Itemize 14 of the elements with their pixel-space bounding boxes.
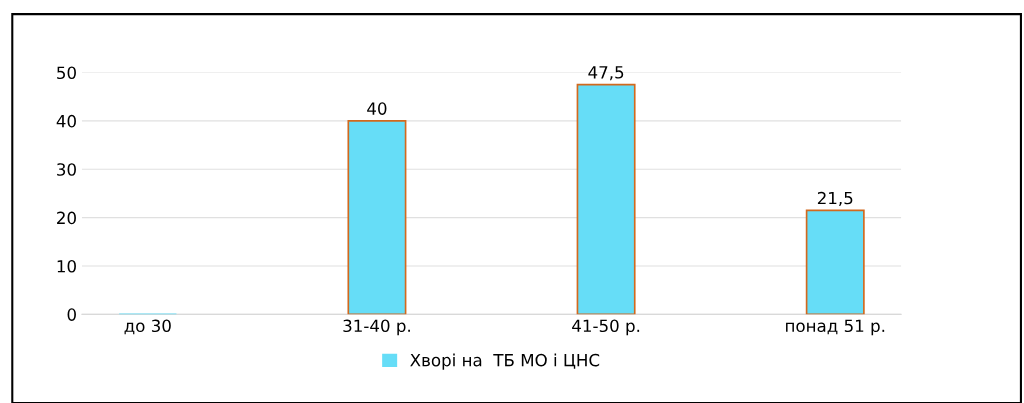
data-label: 40	[367, 102, 387, 115]
y-tick-label: 10	[57, 259, 76, 273]
x-tick-label: 41-50 р.	[572, 319, 640, 336]
data-label: 21,5	[817, 191, 853, 207]
x-tick-label: 31-40 р.	[343, 319, 410, 336]
x-tick-label: понад 51 р.	[786, 319, 885, 336]
data-label: 47,5	[588, 66, 624, 81]
y-tick-label: 0	[67, 308, 76, 321]
y-tick-label: 40	[56, 114, 76, 128]
x-tick-label: до 30	[124, 319, 171, 335]
y-tick-label: 50	[57, 66, 76, 80]
legend-label: Хворі на ТБ МО і ЦНС	[410, 353, 600, 370]
y-tick-label: 30	[57, 163, 76, 176]
y-tick-label: 20	[57, 211, 76, 225]
